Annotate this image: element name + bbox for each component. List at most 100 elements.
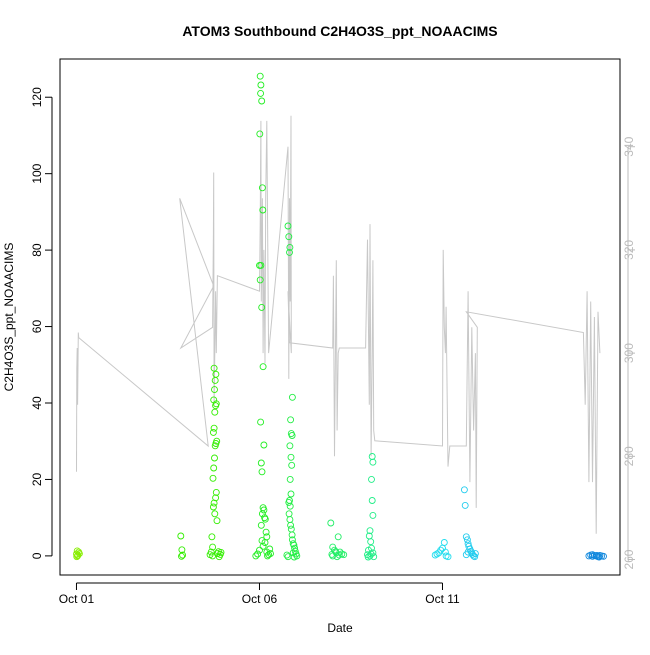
data-point (284, 553, 292, 561)
data-point (327, 519, 335, 527)
data-point (257, 261, 265, 269)
data-point (364, 553, 372, 561)
data-point (74, 552, 82, 560)
data-point (258, 468, 266, 476)
data-point (463, 536, 471, 544)
data-point (258, 510, 266, 518)
data-point (213, 517, 221, 525)
data-point (209, 428, 217, 436)
data-point (335, 551, 343, 559)
data-point (209, 543, 217, 551)
y-tick-label: 0 (30, 552, 44, 559)
data-point (287, 525, 295, 533)
data-point (286, 243, 294, 251)
data-point (256, 276, 264, 284)
data-point (210, 364, 218, 372)
y-tick-label: 20 (30, 472, 44, 486)
data-point (212, 494, 220, 502)
data-point (257, 89, 265, 97)
y-tick-label: 100 (30, 163, 44, 183)
data-point (259, 542, 267, 550)
data-point (211, 510, 219, 518)
x-axis-label: Date (327, 621, 353, 635)
data-point (261, 515, 269, 523)
data-point (287, 416, 295, 424)
data-point (259, 363, 267, 371)
data-point (283, 551, 291, 559)
data-point (368, 475, 375, 483)
data-point (286, 475, 294, 483)
data-point (262, 528, 270, 536)
data-point (208, 533, 216, 541)
data-point (264, 552, 271, 560)
y-tick-label: 40 (30, 396, 44, 410)
data-point (437, 546, 445, 554)
data-point (256, 130, 264, 138)
secondary-series-layer (76, 115, 601, 534)
data-point (433, 550, 441, 558)
data-point (288, 461, 296, 469)
y2-tick-label: 280 (622, 446, 636, 466)
data-point (471, 550, 479, 558)
data-point (210, 424, 218, 432)
data-point (211, 386, 218, 394)
data-point (260, 441, 268, 449)
data-point (179, 551, 187, 559)
data-point (257, 81, 265, 89)
data-point (287, 453, 295, 461)
axes-layer: 0 20 40 60 80 100 120 Oct 01 Oct 06 Oct 11 260 280 3… (30, 87, 636, 606)
data-point (261, 539, 269, 546)
x-tick-label: Oct 11 (425, 592, 460, 606)
data-point (593, 552, 601, 559)
data-point (258, 184, 266, 192)
x-tick-label: Oct 06 (242, 592, 278, 606)
data-point (369, 458, 377, 466)
data-point (368, 497, 376, 504)
data-point (287, 490, 295, 498)
data-point (470, 552, 478, 560)
data-point (288, 531, 296, 539)
data-point (464, 548, 472, 556)
data-point (258, 97, 266, 105)
data-point (73, 553, 81, 561)
data-point (256, 546, 263, 554)
data-point (256, 72, 264, 80)
data-point (211, 454, 218, 462)
data-points-layer (73, 72, 607, 561)
data-point (440, 539, 448, 546)
y-tick-label: 60 (30, 320, 44, 334)
data-point (431, 551, 439, 559)
data-point (217, 548, 225, 556)
data-point (366, 527, 374, 535)
data-point (471, 553, 479, 561)
data-point (73, 550, 80, 558)
data-point (368, 453, 376, 460)
data-point (287, 521, 295, 529)
data-point (462, 533, 470, 541)
data-point (369, 511, 377, 519)
y-axis-label: C2H4O3S_ppt_NOAACIMS (2, 243, 16, 392)
data-point (257, 459, 265, 467)
data-point (600, 552, 607, 560)
data-point (210, 396, 218, 404)
plot-area-border (59, 58, 621, 576)
data-point (286, 516, 294, 524)
y-tick-label: 120 (30, 87, 44, 107)
data-point (252, 552, 260, 560)
data-point (266, 545, 274, 553)
y2-tick-label: 260 (622, 549, 636, 569)
data-point (288, 393, 296, 401)
data-point (441, 548, 449, 556)
data-point (369, 549, 377, 557)
data-point (286, 502, 294, 510)
x-tick-label: Oct 01 (59, 592, 95, 606)
data-point (285, 510, 293, 518)
data-point (212, 488, 220, 496)
data-point (209, 503, 217, 511)
data-point (259, 206, 267, 214)
y-tick-label: 80 (30, 243, 44, 257)
y2-tick-label: 320 (622, 240, 636, 260)
data-point (258, 303, 266, 311)
